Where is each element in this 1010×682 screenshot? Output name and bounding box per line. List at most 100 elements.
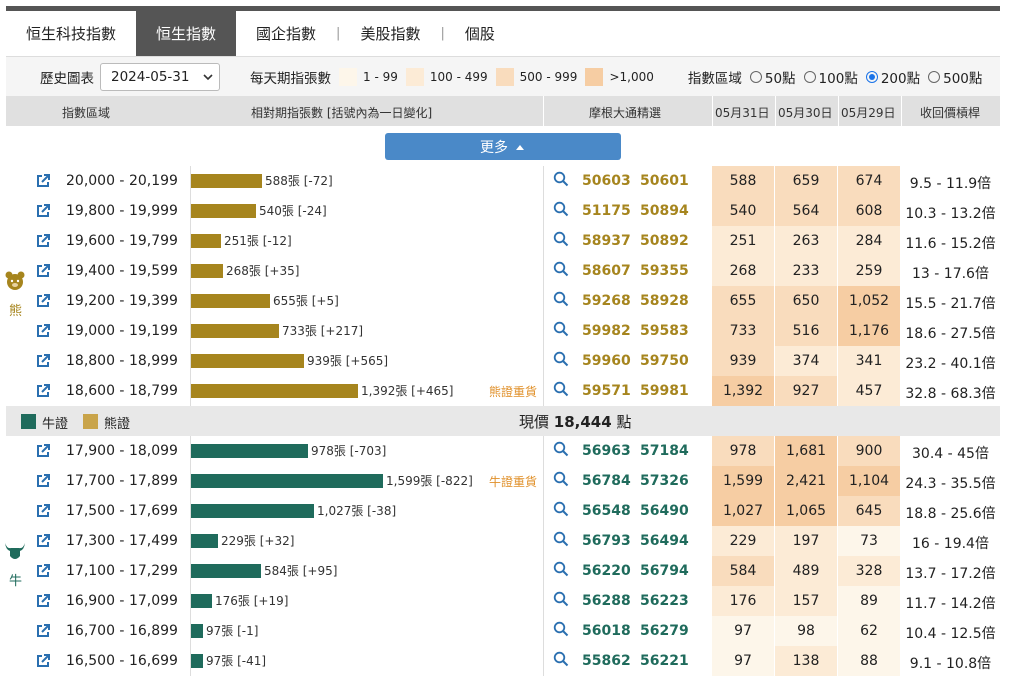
caret-up-icon bbox=[516, 144, 524, 150]
search-icon[interactable] bbox=[553, 261, 569, 277]
search-icon[interactable] bbox=[553, 621, 569, 637]
more-button[interactable]: 更多 bbox=[385, 133, 621, 160]
warrant-code-link[interactable]: 58937 bbox=[582, 233, 631, 249]
search-icon[interactable] bbox=[553, 561, 569, 577]
external-link-icon[interactable] bbox=[36, 204, 50, 218]
warrant-code-link[interactable]: 56494 bbox=[640, 533, 689, 549]
contracts-d1: 733 bbox=[712, 316, 774, 346]
external-link-icon[interactable] bbox=[36, 234, 50, 248]
warrant-code-link[interactable]: 56279 bbox=[640, 623, 689, 639]
legend-swatch-1 bbox=[339, 67, 357, 86]
warrant-code-link[interactable]: 59355 bbox=[640, 263, 689, 279]
leverage-ratio: 9.1 - 10.8倍 bbox=[909, 656, 992, 672]
warrant-code-link[interactable]: 56223 bbox=[640, 593, 689, 609]
contract-count: 268張 [+35] bbox=[226, 264, 300, 278]
search-icon[interactable] bbox=[553, 171, 569, 187]
warrant-code-link[interactable]: 58607 bbox=[582, 263, 631, 279]
contracts-d3: 457 bbox=[838, 376, 900, 406]
warrant-code-link[interactable]: 55862 bbox=[582, 653, 631, 669]
warrant-code-link[interactable]: 57184 bbox=[640, 443, 689, 459]
search-icon[interactable] bbox=[553, 351, 569, 367]
tab-stock[interactable]: 個股 bbox=[464, 25, 495, 43]
contracts-d2: 233 bbox=[775, 256, 837, 286]
tab-hstech[interactable]: 恒生科技指數 bbox=[26, 25, 117, 43]
warrant-code-link[interactable]: 50601 bbox=[640, 173, 689, 189]
search-icon[interactable] bbox=[553, 471, 569, 487]
external-link-icon[interactable] bbox=[36, 504, 50, 518]
warrant-code-link[interactable]: 56220 bbox=[582, 563, 631, 579]
contracts-d2: 516 bbox=[775, 316, 837, 346]
contract-bar bbox=[191, 474, 383, 488]
warrant-code-link[interactable]: 59268 bbox=[582, 293, 631, 309]
warrant-code-link[interactable]: 56490 bbox=[640, 503, 689, 519]
warrant-code-link[interactable]: 59750 bbox=[640, 353, 689, 369]
external-link-icon[interactable] bbox=[36, 654, 50, 668]
tab-hsi[interactable]: 恒生指數 bbox=[136, 11, 237, 56]
external-link-icon[interactable] bbox=[36, 324, 50, 338]
warrant-code-link[interactable]: 56548 bbox=[582, 503, 631, 519]
radio-100[interactable]: 100點 bbox=[803, 67, 858, 87]
contract-bar bbox=[191, 594, 212, 608]
external-link-icon[interactable] bbox=[36, 594, 50, 608]
warrant-code-link[interactable]: 50603 bbox=[582, 173, 631, 189]
radio-dot[interactable] bbox=[749, 70, 762, 83]
warrant-code-link[interactable]: 56221 bbox=[640, 653, 689, 669]
search-icon[interactable] bbox=[553, 651, 569, 667]
index-range: 17,900 - 18,099 bbox=[66, 443, 178, 459]
warrant-code-link[interactable]: 59583 bbox=[640, 323, 689, 339]
leverage-ratio: 16 - 19.4倍 bbox=[912, 536, 989, 552]
search-icon[interactable] bbox=[553, 501, 569, 517]
date-select[interactable]: 2024-05-31 bbox=[100, 62, 220, 91]
warrant-code-link[interactable]: 50894 bbox=[640, 203, 689, 219]
radio-dot-selected[interactable] bbox=[865, 70, 878, 83]
search-icon[interactable] bbox=[553, 381, 569, 397]
warrant-code-link[interactable]: 56018 bbox=[582, 623, 631, 639]
external-link-icon[interactable] bbox=[36, 384, 50, 398]
warrant-code-link[interactable]: 57326 bbox=[640, 473, 689, 489]
external-link-icon[interactable] bbox=[36, 444, 50, 458]
external-link-icon[interactable] bbox=[36, 624, 50, 638]
search-icon[interactable] bbox=[553, 231, 569, 247]
search-icon[interactable] bbox=[553, 321, 569, 337]
search-icon[interactable] bbox=[553, 441, 569, 457]
warrant-code-link[interactable]: 59571 bbox=[582, 383, 631, 399]
external-link-icon[interactable] bbox=[36, 174, 50, 188]
external-link-icon[interactable] bbox=[36, 294, 50, 308]
warrant-code-link[interactable]: 58928 bbox=[640, 293, 689, 309]
warrant-code-link[interactable]: 59982 bbox=[582, 323, 631, 339]
warrant-code-link[interactable]: 59960 bbox=[582, 353, 631, 369]
contracts-d1: 1,027 bbox=[712, 496, 774, 526]
contracts-d1: 978 bbox=[712, 436, 774, 466]
warrant-code-link[interactable]: 50892 bbox=[640, 233, 689, 249]
bull-table-row: 17,300 - 17,499 229張 [+32] 56793 56494 229 19… bbox=[6, 526, 1000, 556]
radio-500[interactable]: 500點 bbox=[928, 67, 982, 87]
filter-bar: 歷史圖表 2024-05-31 每天期指張數 1 - 99 100 - 499 … bbox=[6, 56, 1000, 96]
warrant-code-link[interactable]: 56794 bbox=[640, 563, 689, 579]
tab-hscei[interactable]: 國企指數 bbox=[256, 25, 317, 43]
radio-dot[interactable] bbox=[803, 70, 816, 83]
warrant-code-link[interactable]: 59981 bbox=[640, 383, 689, 399]
search-icon[interactable] bbox=[553, 291, 569, 307]
external-link-icon[interactable] bbox=[36, 474, 50, 488]
warrant-code-link[interactable]: 56784 bbox=[582, 473, 631, 489]
external-link-icon[interactable] bbox=[36, 264, 50, 278]
search-icon[interactable] bbox=[553, 591, 569, 607]
radio-200[interactable]: 200點 bbox=[865, 67, 920, 87]
warrant-code-link[interactable]: 51175 bbox=[582, 203, 631, 219]
contract-count: 229張 [+32] bbox=[221, 534, 295, 548]
header-ratio: 收回價槓桿 bbox=[920, 106, 981, 120]
external-link-icon[interactable] bbox=[36, 354, 50, 368]
index-range: 19,800 - 19,999 bbox=[66, 203, 178, 219]
contracts-d1: 1,599 bbox=[712, 466, 774, 496]
external-link-icon[interactable] bbox=[36, 564, 50, 578]
search-icon[interactable] bbox=[553, 201, 569, 217]
search-icon[interactable] bbox=[553, 531, 569, 547]
bull-table-row: 17,700 - 17,899 1,599張 [-822] 牛證重貨 56784 573… bbox=[6, 466, 1000, 496]
tab-us-index[interactable]: 美股指數 bbox=[360, 25, 421, 43]
warrant-code-link[interactable]: 56963 bbox=[582, 443, 631, 459]
external-link-icon[interactable] bbox=[36, 534, 50, 548]
warrant-code-link[interactable]: 56288 bbox=[582, 593, 631, 609]
radio-dot[interactable] bbox=[928, 70, 941, 83]
warrant-code-link[interactable]: 56793 bbox=[582, 533, 631, 549]
radio-50[interactable]: 50點 bbox=[749, 67, 796, 87]
